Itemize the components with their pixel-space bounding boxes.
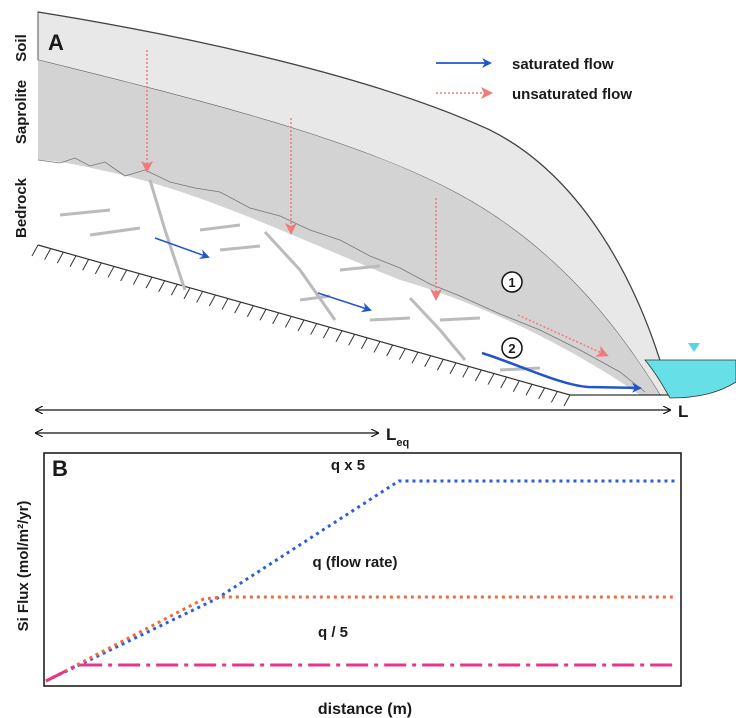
- series-layer: [45, 479, 676, 683]
- hatch-mark: [348, 334, 356, 346]
- hatch-mark: [322, 326, 330, 339]
- legend: saturated flow unsaturated flow: [436, 56, 632, 103]
- hatch-mark: [145, 276, 153, 289]
- series-label-q-div-5: q / 5: [318, 624, 348, 641]
- hatch-mark: [335, 330, 343, 342]
- saprolite-label: Saprolite: [13, 80, 30, 144]
- hatch-mark: [246, 305, 254, 317]
- plot-frame: [43, 452, 682, 687]
- x-axis-label: distance (m): [318, 701, 412, 718]
- legend-unsaturated-label: unsaturated flow: [512, 86, 632, 103]
- hatch-mark: [373, 341, 381, 353]
- panel-b: B Si Flux (mol/m²/yr) distance (m) q x 5…: [15, 452, 682, 718]
- marker-1: 1: [501, 271, 523, 293]
- hatch-mark: [132, 273, 140, 285]
- hatch-mark: [525, 384, 533, 396]
- saturated-arrow-2: [317, 292, 372, 313]
- panel-b-letter: B: [52, 456, 68, 481]
- hatch-mark: [360, 337, 368, 350]
- marker-1-label: 1: [508, 275, 515, 290]
- hatch-mark: [183, 287, 191, 300]
- legend-saturated-label: saturated flow: [512, 56, 614, 73]
- hatch-mark: [538, 387, 546, 400]
- hatch-marks: [31, 244, 571, 407]
- water-level-icon: [688, 343, 700, 352]
- hatch-mark: [196, 291, 204, 303]
- series-line-2: [45, 663, 676, 683]
- hatch-mark: [411, 351, 419, 364]
- saturated-arrow-3: [481, 351, 642, 393]
- hatch-mark: [221, 298, 229, 310]
- y-axis-label: Si Flux (mol/m²/yr): [15, 501, 32, 632]
- panel-a: 1 2 Soil Saprolite Bedrock A saturated f…: [13, 11, 736, 449]
- hatch-mark: [462, 366, 470, 378]
- hatch-mark: [234, 301, 242, 314]
- saturated-arrow-1: [154, 237, 210, 260]
- unsaturated-arrow-4: [517, 314, 609, 357]
- hatch-mark: [272, 312, 280, 325]
- series-label-q-x-5: q x 5: [331, 457, 365, 474]
- hatch-mark: [69, 255, 77, 267]
- fractures: [59, 179, 541, 372]
- hatch-mark: [94, 262, 102, 275]
- hatch-mark: [107, 266, 115, 278]
- bedrock-label: Bedrock: [13, 177, 30, 238]
- leq-label: Leq: [386, 425, 409, 449]
- hatch-mark: [31, 244, 39, 257]
- hatch-mark: [120, 269, 128, 282]
- hatch-mark: [297, 319, 305, 332]
- hatch-mark: [424, 355, 432, 367]
- hatch-mark: [474, 369, 482, 382]
- hatch-mark: [563, 394, 571, 407]
- hatch-mark: [82, 259, 90, 271]
- hatch-mark: [259, 309, 267, 321]
- stream: [644, 359, 736, 399]
- hatch-mark: [487, 373, 495, 385]
- hatch-mark: [170, 284, 178, 296]
- hatch-mark: [284, 316, 292, 328]
- hatch-mark: [500, 376, 508, 389]
- hatch-mark: [158, 280, 166, 292]
- hatch-mark: [398, 348, 406, 360]
- hatch-mark: [56, 251, 64, 264]
- hatch-mark: [310, 323, 318, 335]
- marker-2: 2: [501, 337, 523, 359]
- series-label-q-flow-rate: q (flow rate): [313, 554, 398, 571]
- hatch-mark: [512, 380, 520, 392]
- hatch-mark: [550, 391, 558, 403]
- length-label: L: [678, 402, 688, 421]
- hatch-mark: [208, 294, 216, 307]
- hatch-mark: [436, 359, 444, 371]
- bedrock-boundary: [37, 157, 646, 393]
- hatch-mark: [386, 344, 394, 357]
- bedrock-layer: [38, 160, 640, 395]
- saprolite-layer: [38, 60, 660, 395]
- panel-a-letter: A: [48, 30, 64, 55]
- hatch-mark: [44, 248, 52, 260]
- soil-label: Soil: [13, 34, 30, 62]
- marker-2-label: 2: [508, 341, 515, 356]
- hatch-mark: [449, 362, 457, 375]
